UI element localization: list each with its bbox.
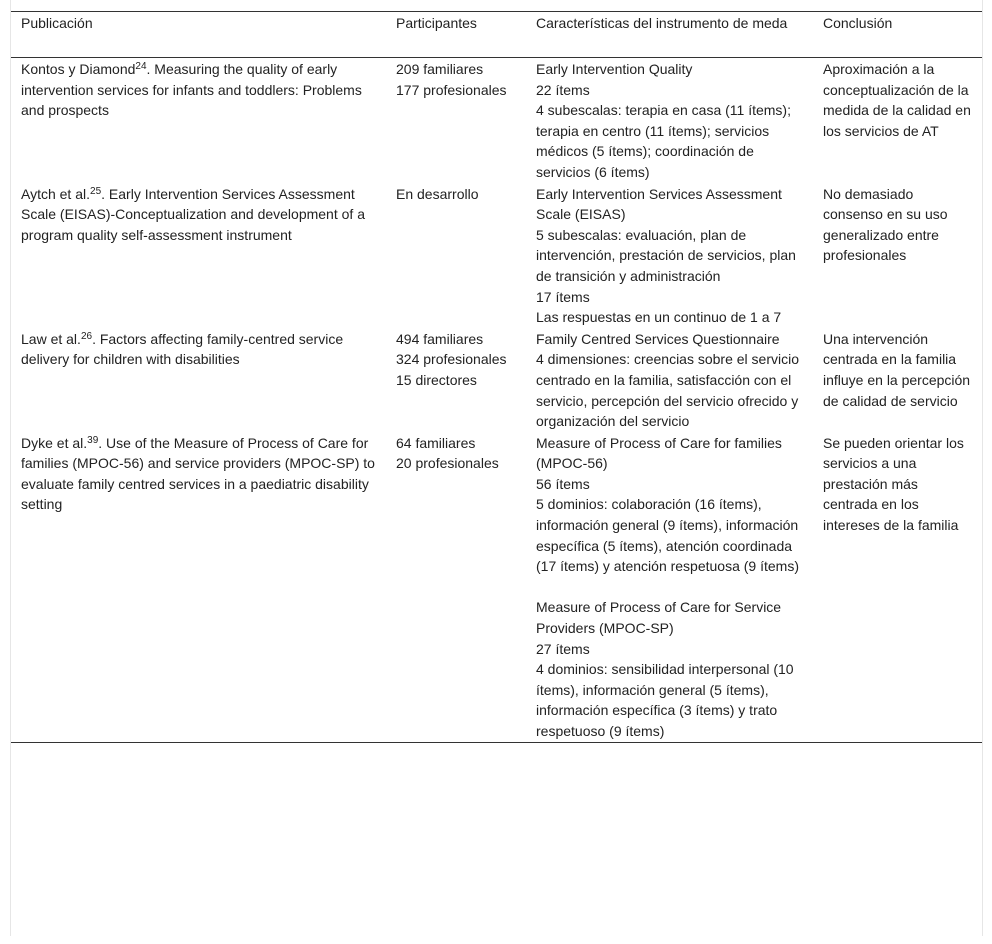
cell-participantes: 209 familiares 177 profesionales [386, 58, 526, 183]
publication-title: . Use of the Measure of Process of Care … [21, 434, 375, 513]
header-participantes: Participantes [396, 15, 477, 31]
participant-line: En desarrollo [396, 185, 479, 202]
instrument-line: Measure of Process of Care for families … [536, 434, 782, 472]
publications-table: Publicación Participantes Característica… [11, 11, 982, 743]
instrument-line: Family Centred Services Questionnaire [536, 330, 780, 347]
reference-number: 25 [90, 185, 102, 197]
author: Law et al. [21, 330, 81, 347]
reference-number: 39 [87, 434, 99, 446]
header-conclusion: Conclusión [823, 15, 893, 31]
table-row: Law et al.26. Factors affecting family-c… [11, 328, 982, 432]
instrument-line: 56 ítems [536, 475, 590, 492]
participant-line: 20 profesionales [396, 455, 499, 472]
participant-line: 15 directores [396, 371, 477, 388]
publication-title: . Measuring the quality of early interve… [21, 61, 362, 119]
participant-line: 494 familiares [396, 330, 484, 347]
table-row: Aytch et al.25. Early Intervention Servi… [11, 183, 982, 328]
author: Kontos y Diamond [21, 61, 136, 77]
instrument-line: Early Intervention Services Assessment S… [536, 185, 782, 223]
instrument-line: 27 ítems [536, 640, 590, 657]
participant-line: 324 profesionales [396, 351, 507, 368]
cell-caracteristicas: Early Intervention Quality 22 ítems 4 sube… [526, 58, 813, 183]
cell-caracteristicas: Measure of Process of Care for families … [526, 432, 813, 742]
reference-number: 24 [135, 61, 147, 72]
publication-title: . Factors affecting family-centred servi… [21, 330, 344, 368]
cell-participantes: En desarrollo [386, 183, 526, 328]
instrument-line: Measure of Process of Care for Service P… [536, 599, 782, 637]
table-row: Dyke et al.39. Use of the Measure of Pro… [11, 432, 982, 742]
cell-participantes: 494 familiares 324 profesionales 15 direct… [386, 328, 526, 432]
table-row: Kontos y Diamond24. Measuring the qualit… [11, 58, 982, 183]
cell-caracteristicas: Family Centred Services Questionnaire 4 d… [526, 328, 813, 432]
instrument-line: 5 subescalas: evaluación, plan de interv… [536, 226, 796, 284]
cell-publicacion: Law et al.26. Factors affecting family-c… [11, 328, 386, 432]
instrument-line: 4 dominios: sensibilidad interpersonal (… [536, 661, 794, 739]
instrument-line: 4 subescalas: terapia en casa (11 ítems)… [536, 102, 791, 180]
cell-publicacion: Aytch et al.25. Early Intervention Servi… [11, 183, 386, 328]
cell-participantes: 64 familiares 20 profesionales [386, 432, 526, 742]
header-caracteristicas: Características del instrumento de meda [536, 15, 788, 31]
instrument-line: 22 ítems [536, 81, 590, 98]
instrument-line: Las respuestas en un continuo de 1 a 7 [536, 309, 782, 326]
cell-conclusion: No demasiado consenso en su uso generali… [823, 185, 948, 264]
cell-publicacion: Dyke et al.39. Use of the Measure of Pro… [11, 432, 386, 742]
cell-conclusion: Aproximación a la conceptualización de l… [823, 61, 971, 139]
table-header-row: Publicación Participantes Característica… [11, 11, 982, 58]
participant-line: 209 familiares [396, 61, 484, 77]
table-container: Publicación Participantes Característica… [10, 0, 983, 936]
cell-conclusion: Se pueden orientar los servicios a una p… [823, 434, 964, 534]
instrument-line: 17 ítems [536, 288, 590, 305]
instrument-line: 5 dominios: colaboración (16 ítems), inf… [536, 496, 799, 575]
instrument-line: Early Intervention Quality [536, 61, 693, 77]
header-publicacion: Publicación [21, 15, 93, 31]
reference-number: 26 [80, 330, 93, 342]
cell-caracteristicas: Early Intervention Services Assessment S… [526, 183, 813, 328]
participant-line: 64 familiares [396, 434, 476, 451]
instrument-line: 4 dimensiones: creencias sobre el servic… [536, 351, 800, 430]
cell-conclusion: Una intervención centrada en la familia … [823, 330, 971, 409]
participant-line: 177 profesionales [396, 81, 507, 98]
publication-title: . Early Intervention Services Assessment… [21, 185, 365, 243]
author: Aytch et al. [21, 185, 91, 202]
cell-publicacion: Kontos y Diamond24. Measuring the qualit… [11, 58, 386, 183]
author: Dyke et al. [21, 434, 88, 451]
